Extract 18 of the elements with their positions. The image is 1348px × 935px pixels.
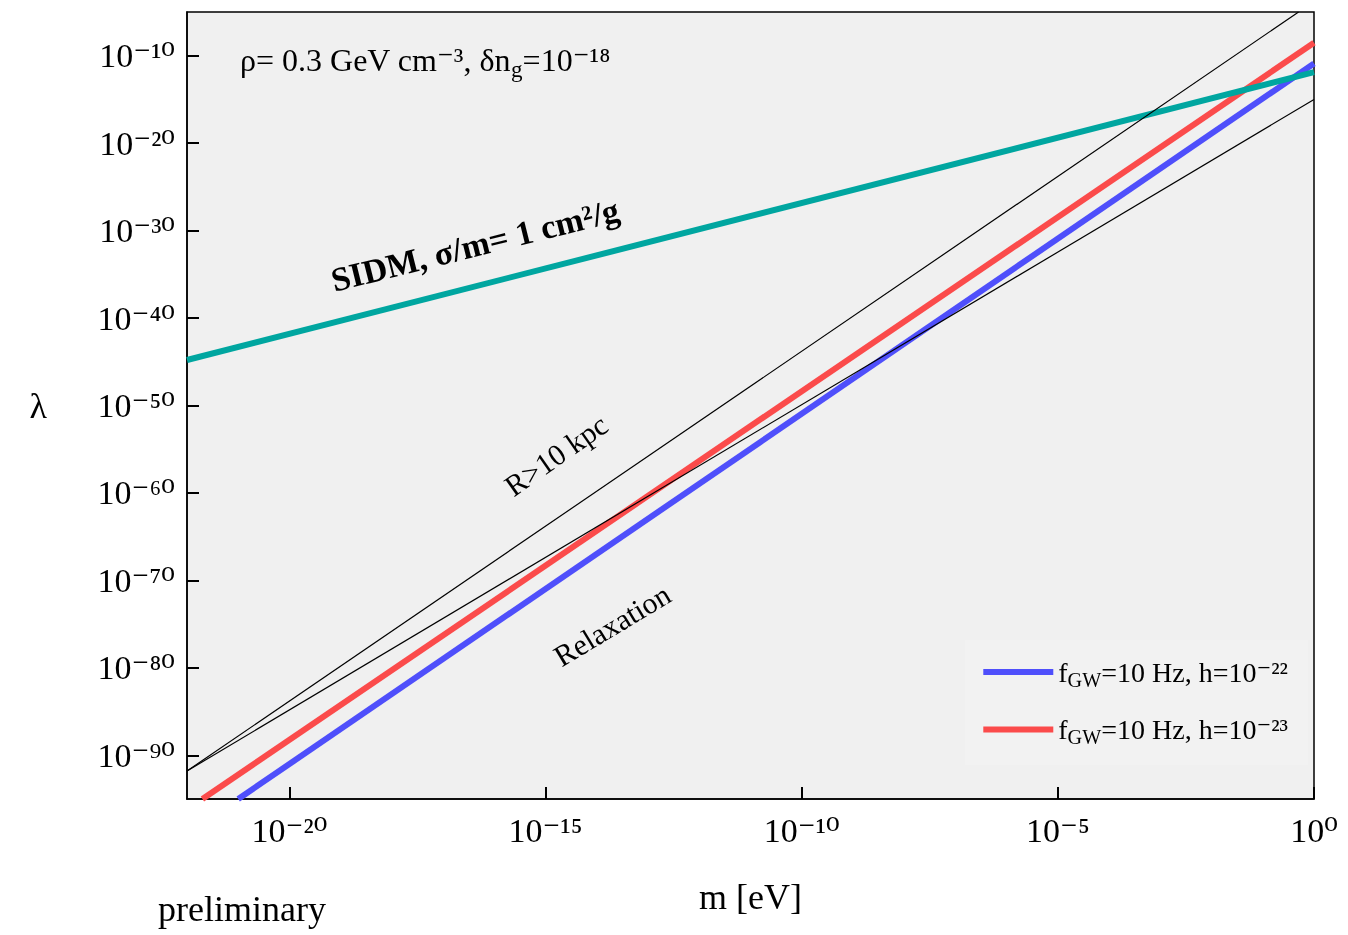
x-tick-label: 10⁰ [1290, 811, 1338, 849]
y-tick-label: 10⁻²⁰ [99, 124, 175, 162]
x-axis-title: m [eV] [699, 877, 802, 917]
annotation: SIDM, σ/m= 1 cm²/g [327, 191, 623, 299]
x-tick-label: 10⁻¹⁰ [763, 811, 840, 849]
y-tick-label: 10⁻⁹⁰ [97, 736, 175, 774]
y-tick-label: 10⁻⁸⁰ [97, 649, 175, 687]
y-axis-title: λ [29, 385, 48, 426]
y-tick-label: 10⁻³⁰ [99, 212, 175, 250]
y-tick-label: 10⁻⁷⁰ [97, 561, 175, 599]
x-tick-label: 10⁻¹⁵ [508, 811, 583, 849]
y-tick-label: 10⁻⁵⁰ [97, 387, 175, 424]
y-tick-label: 10⁻⁴⁰ [97, 299, 175, 337]
y-tick-label: 10⁻⁶⁰ [97, 474, 175, 512]
x-tick-label: 10⁻⁵ [1025, 811, 1090, 849]
x-tick-label: 10⁻²⁰ [251, 811, 328, 849]
text: preliminary [158, 888, 326, 929]
y-tick-label: 10⁻¹⁰ [99, 37, 175, 75]
